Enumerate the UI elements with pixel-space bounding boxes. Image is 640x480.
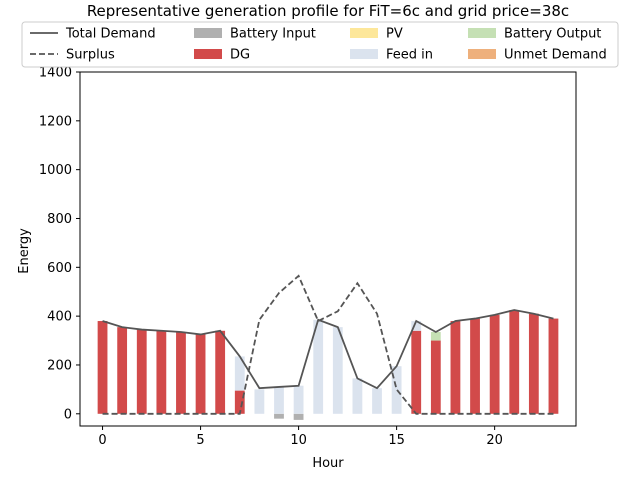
legend-label-total-demand: Total Demand (65, 27, 156, 42)
y-tick-label-1200: 1200 (39, 114, 72, 129)
bar-feed-in-13 (352, 378, 363, 414)
bar-dg-5 (195, 334, 206, 414)
bar-dg-4 (176, 332, 186, 414)
y-axis-label: Energy (17, 228, 32, 274)
x-axis: 0 5 10 15 20 (98, 426, 503, 448)
y-tick-label-800: 800 (47, 212, 72, 227)
y-tick-label-0: 0 (64, 407, 72, 422)
legend: Total Demand Battery Input PV Battery Outpu… (21, 21, 619, 68)
bar-dg-2 (136, 329, 147, 414)
x-tick-label-20: 20 (486, 433, 503, 448)
bar-dg-1 (117, 327, 128, 414)
bar-feed-in-15 (391, 366, 402, 414)
bar-feed-in-10 (293, 385, 304, 414)
bar-dg-6 (215, 330, 226, 414)
legend-swatch-dg (194, 49, 222, 59)
bar-feed-in-8 (254, 389, 265, 414)
legend-label-surplus: Surplus (66, 48, 115, 63)
legend-swatch-pv (350, 28, 378, 38)
bar-feed-in-9 (274, 386, 284, 414)
legend-entry-battery-output: Battery Output (468, 27, 601, 42)
x-tick-label-10: 10 (290, 433, 307, 448)
legend-swatch-feed-in (350, 49, 378, 59)
bar-dg-19 (470, 318, 480, 414)
chart-title: Representative generation profile for Fi… (87, 2, 569, 20)
legend-entry-unmet-demand: Unmet Demand (468, 48, 607, 63)
y-tick-label-1400: 1400 (39, 66, 72, 81)
bar-feed-in-11 (313, 319, 324, 414)
legend-label-battery-input: Battery Input (230, 27, 316, 42)
line-total-demand (102, 309, 554, 390)
legend-swatch-battery-output (468, 28, 496, 38)
x-tick-label-0: 0 (98, 433, 106, 448)
legend-entry-pv: PV (350, 27, 403, 42)
y-axis: 0 200 400 600 800 1000 1200 1400 (39, 66, 80, 422)
legend-swatch-battery-input (194, 28, 222, 38)
bar-dg-22 (528, 313, 539, 414)
bar-feed-in-14 (372, 388, 382, 414)
legend-label-feed-in: Feed in (386, 48, 433, 63)
legend-swatch-unmet-demand (468, 49, 496, 59)
bar-battery-input-10 (293, 413, 304, 420)
y-tick-label-200: 200 (47, 358, 72, 373)
bar-feed-in-16 (411, 321, 422, 331)
bar-feed-in-12 (332, 327, 343, 414)
legend-entry-total-demand: Total Demand (30, 27, 156, 42)
bar-battery-output-17 (430, 332, 441, 341)
bar-dg-0 (97, 321, 108, 414)
legend-label-pv: PV (386, 27, 403, 42)
legend-entry-surplus: Surplus (30, 48, 115, 63)
bar-dg-18 (450, 321, 461, 414)
bar-dg-7 (234, 390, 245, 414)
legend-label-battery-output: Battery Output (504, 27, 601, 42)
bar-dg-17 (430, 340, 441, 414)
bar-dg-20 (489, 314, 500, 414)
legend-entry-feed-in: Feed in (350, 48, 433, 63)
bar-dg-23 (548, 318, 559, 414)
legend-entry-battery-input: Battery Input (194, 27, 316, 42)
bar-dg-3 (156, 330, 167, 414)
legend-entry-dg: DG (194, 48, 250, 63)
x-tick-label-5: 5 (196, 433, 204, 448)
bar-battery-input-9 (274, 413, 284, 419)
y-tick-label-400: 400 (47, 310, 72, 325)
legend-label-unmet-demand: Unmet Demand (504, 48, 607, 63)
y-tick-label-1000: 1000 (39, 163, 72, 178)
plot-area (79, 71, 577, 427)
line-surplus (102, 274, 554, 415)
y-tick-label-600: 600 (47, 261, 72, 276)
axes-frame (79, 71, 577, 427)
x-tick-label-15: 15 (388, 433, 405, 448)
bar-dg-16 (411, 330, 422, 414)
bar-feed-in-7 (234, 356, 245, 391)
bar-dg-21 (509, 310, 520, 414)
legend-label-dg: DG (230, 48, 250, 63)
x-axis-label: Hour (312, 456, 344, 471)
